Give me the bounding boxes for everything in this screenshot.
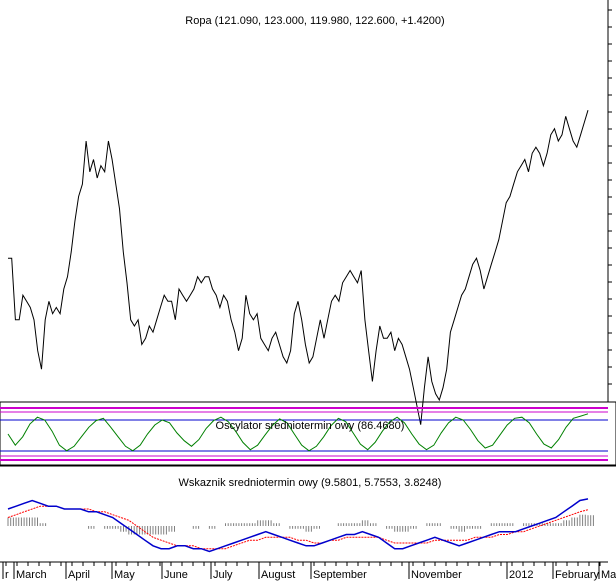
x-tick-label: March <box>16 569 47 581</box>
x-tick-label: Ma <box>601 569 616 581</box>
x-tick-label: May <box>114 569 135 581</box>
oscillator-title: Oscylator sredniotermin owy (86.4680) <box>216 420 405 432</box>
indicator-signal-line <box>7 505 589 550</box>
x-tick-label: April <box>68 569 90 581</box>
x-axis: r March April May June July August September Nov… <box>0 561 616 581</box>
x-tick-label: 2012 <box>509 569 533 581</box>
x-tick-label: September <box>313 569 367 581</box>
x-tick-label: July <box>213 569 233 581</box>
oscillator-panel: Oscylator sredniotermin owy (86.4680) <box>0 401 616 466</box>
x-tick-label: June <box>164 569 188 581</box>
x-tick-label: February <box>555 569 600 581</box>
indicator-title: Wskaznik sredniotermin owy (9.5801, 5.75… <box>179 477 442 489</box>
indicator-main-line <box>7 498 589 553</box>
indicator-panel: Wskaznik sredniotermin owy (9.5801, 5.75… <box>0 465 616 553</box>
oscillator-series-line <box>7 413 589 452</box>
oscillator-frame <box>0 401 616 466</box>
x-tick-label: November <box>411 569 462 581</box>
price-title: Ropa (121.090, 123.000, 119.980, 122.600… <box>185 15 444 27</box>
x-tick-label: August <box>261 569 295 581</box>
x-tick-label: r <box>5 569 9 581</box>
price-series-line <box>8 110 589 425</box>
price-panel: Ropa (121.090, 123.000, 119.980, 122.600… <box>8 0 612 425</box>
